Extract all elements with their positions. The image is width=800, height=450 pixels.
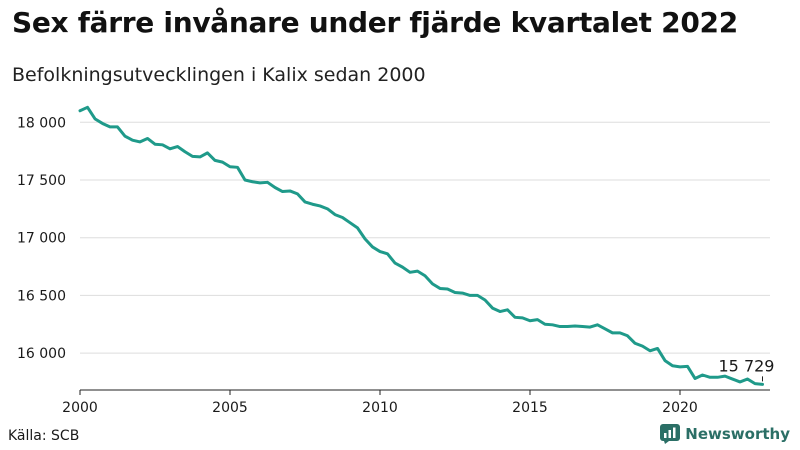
y-tick-label-16500: 16 500 [17, 288, 66, 304]
x-tick-label-2010: 2010 [362, 400, 398, 416]
x-axis-labels: 2000 2005 2010 2015 2020 [62, 400, 698, 416]
y-tick-label-17500: 17 500 [17, 173, 66, 189]
brand-name: Newsworthy [685, 425, 790, 443]
source-note: Källa: SCB [8, 428, 80, 444]
chart-subtitle: Befolkningsutvecklingen i Kalix sedan 20… [12, 64, 426, 86]
x-tick-label-2020: 2020 [662, 400, 698, 416]
x-tick-label-2015: 2015 [512, 400, 548, 416]
gridlines [80, 121, 770, 354]
population-series-line [78, 105, 764, 386]
chart-title: Sex färre invånare under fjärde kvartale… [12, 6, 738, 39]
y-tick-label-17000: 17 000 [17, 231, 66, 247]
newsworthy-logo-icon [660, 424, 681, 444]
x-tick-label-2005: 2005 [212, 400, 248, 416]
x-tick-label-2000: 2000 [62, 400, 98, 416]
brand-logo: Newsworthy [660, 424, 790, 444]
y-tick-label-16000: 16 000 [17, 346, 66, 362]
x-axis-ticks [79, 390, 681, 395]
y-tick-label-18000: 18 000 [17, 115, 66, 131]
end-value-label: 15 729 [719, 356, 775, 375]
y-axis-labels: 16 000 16 500 17 000 17 500 18 000 [17, 115, 66, 362]
